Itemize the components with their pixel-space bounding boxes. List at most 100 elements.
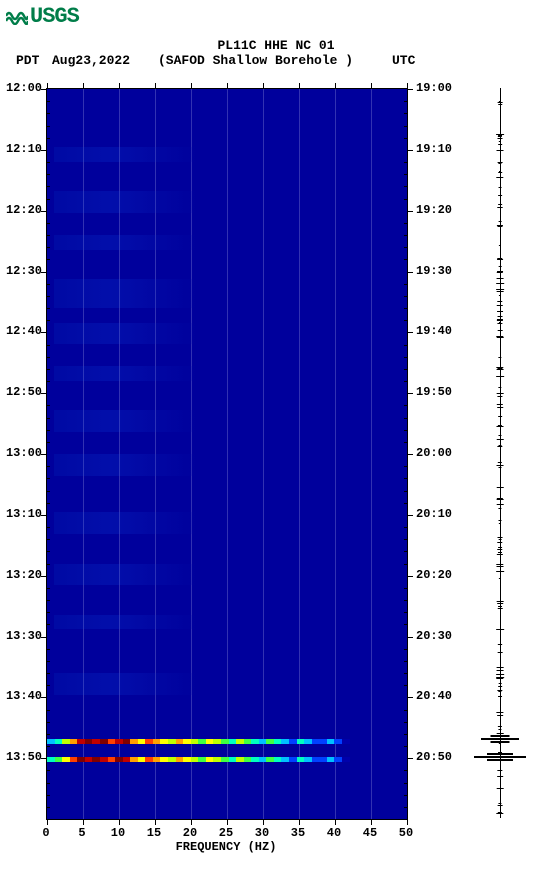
y-tick-minor: [404, 357, 408, 358]
y-tick-minor: [46, 722, 50, 723]
x-tick-label: 15: [147, 826, 161, 840]
waveform-noise: [496, 712, 503, 713]
y-tick-minor: [46, 734, 50, 735]
y-tick-label-left: 12:40: [4, 324, 42, 338]
waveform-noise: [496, 426, 503, 427]
waveform-noise: [497, 487, 504, 488]
waveform-noise: [496, 677, 504, 678]
y-tick-minor: [404, 223, 408, 224]
y-tick-minor: [404, 442, 408, 443]
y-tick-minor: [46, 673, 50, 674]
y-tick: [407, 332, 413, 333]
waveform-noise: [497, 301, 502, 302]
y-tick: [407, 637, 413, 638]
waveform-noise: [498, 726, 502, 727]
y-tick-minor: [404, 126, 408, 127]
usgs-wave-icon: [6, 7, 28, 25]
y-tick: [407, 697, 413, 698]
x-tick-label: 35: [291, 826, 305, 840]
timezone-right-label: UTC: [392, 53, 415, 68]
waveform-noise: [497, 549, 502, 550]
y-tick-label-left: 13:00: [4, 446, 42, 460]
x-tick-label: 25: [219, 826, 233, 840]
waveform-noise: [497, 542, 502, 543]
waveform-pulse: [474, 756, 526, 758]
y-tick-label-right: 19:30: [416, 264, 452, 278]
spectrogram-noise: [54, 279, 198, 308]
spectrogram-noise: [54, 147, 198, 162]
y-tick-minor: [46, 247, 50, 248]
waveform-noise: [497, 393, 504, 394]
y-tick-label-right: 20:50: [416, 750, 452, 764]
x-tick-label: 0: [42, 826, 49, 840]
x-tick: [191, 819, 192, 825]
y-tick-label-left: 12:20: [4, 203, 42, 217]
x-tick-label: 20: [183, 826, 197, 840]
x-tick: [263, 83, 264, 89]
y-tick-minor: [46, 503, 50, 504]
x-tick-label: 40: [327, 826, 341, 840]
y-tick-minor: [404, 247, 408, 248]
y-tick-label-right: 20:00: [416, 446, 452, 460]
y-tick-minor: [404, 795, 408, 796]
y-tick: [407, 758, 413, 759]
y-tick-minor: [404, 685, 408, 686]
waveform-pulse: [487, 759, 513, 761]
waveform-noise: [496, 376, 504, 377]
y-tick-minor: [46, 430, 50, 431]
waveform-noise: [497, 396, 502, 397]
y-tick-minor: [46, 186, 50, 187]
y-tick-minor: [404, 807, 408, 808]
waveform-trace: [460, 88, 540, 818]
waveform-noise: [498, 102, 503, 103]
waveform-noise: [497, 603, 503, 604]
y-tick-minor: [46, 418, 50, 419]
waveform-noise: [497, 291, 504, 292]
waveform-noise: [498, 204, 502, 205]
y-tick-minor: [46, 369, 50, 370]
y-tick: [407, 454, 413, 455]
waveform-noise: [496, 678, 503, 679]
waveform-noise: [498, 752, 502, 753]
y-tick-minor: [46, 564, 50, 565]
waveform-noise: [498, 136, 502, 137]
waveform-noise: [497, 138, 502, 139]
waveform-noise: [498, 552, 502, 553]
waveform-noise: [497, 499, 504, 500]
waveform-noise: [498, 195, 502, 196]
spectrogram-event: [47, 757, 349, 762]
gridline-vertical: [227, 89, 228, 819]
waveform-noise: [499, 171, 501, 172]
x-axis-title: FREQUENCY (HZ): [176, 840, 277, 854]
y-tick-minor: [46, 235, 50, 236]
gridline-vertical: [299, 89, 300, 819]
y-tick-minor: [404, 369, 408, 370]
y-tick-minor: [46, 223, 50, 224]
y-tick-label-right: 19:10: [416, 142, 452, 156]
waveform-noise: [499, 322, 501, 323]
x-tick: [263, 819, 264, 825]
y-tick-minor: [46, 478, 50, 479]
y-tick-minor: [404, 783, 408, 784]
y-tick-minor: [404, 345, 408, 346]
y-tick-minor: [404, 113, 408, 114]
y-tick-minor: [404, 418, 408, 419]
y-tick-minor: [404, 551, 408, 552]
spectrogram-noise: [54, 454, 198, 476]
y-tick-minor: [46, 783, 50, 784]
spectrogram-noise: [54, 673, 198, 695]
x-tick: [407, 819, 408, 825]
y-tick-minor: [46, 491, 50, 492]
y-tick-minor: [46, 770, 50, 771]
x-tick: [335, 83, 336, 89]
spectrogram-noise: [54, 323, 198, 345]
x-tick: [83, 83, 84, 89]
y-tick-minor: [404, 491, 408, 492]
y-tick-label-right: 20:40: [416, 689, 452, 703]
waveform-pulse: [491, 741, 510, 743]
waveform-noise: [496, 571, 504, 572]
waveform-noise: [497, 735, 504, 736]
y-tick-minor: [404, 138, 408, 139]
y-tick-minor: [46, 685, 50, 686]
waveform-noise: [499, 266, 502, 267]
